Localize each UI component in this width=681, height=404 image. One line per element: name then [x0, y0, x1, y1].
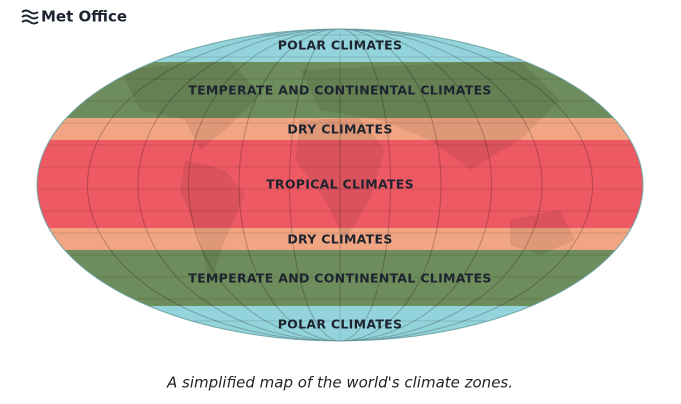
logo-text: Met Office	[41, 8, 127, 26]
meridian	[137, 29, 543, 341]
meridian	[289, 29, 391, 341]
meridian	[238, 29, 442, 341]
meridian	[87, 29, 593, 341]
zone-label: DRY CLIMATES	[287, 232, 392, 247]
logo-icon	[21, 9, 39, 25]
land	[120, 60, 575, 285]
south-america	[180, 160, 245, 285]
zone-band	[37, 62, 643, 118]
australia	[510, 210, 575, 255]
meridian	[188, 29, 492, 341]
zone-labels: POLAR CLIMATES TEMPERATE AND CONTINENTAL …	[188, 38, 491, 332]
meridian	[238, 29, 442, 341]
north-america	[120, 60, 260, 150]
zone-label: DRY CLIMATES	[287, 122, 392, 137]
africa	[295, 118, 385, 240]
eurasia	[300, 60, 560, 170]
zone-band	[37, 118, 643, 140]
zone-label: POLAR CLIMATES	[278, 38, 403, 53]
caption: A simplified map of the world's climate …	[166, 374, 513, 392]
meridian	[339, 29, 341, 341]
globe-outline	[36, 28, 644, 342]
meridian	[188, 29, 492, 341]
meridian	[137, 29, 543, 341]
zone-band	[37, 140, 643, 228]
zone-label: POLAR CLIMATES	[278, 317, 403, 332]
zone-label: TEMPERATE AND CONTINENTAL CLIMATES	[188, 271, 491, 286]
zone-label: TROPICAL CLIMATES	[266, 177, 414, 192]
meridian	[87, 29, 593, 341]
zone-label: TEMPERATE AND CONTINENTAL CLIMATES	[188, 83, 491, 98]
zone-band	[37, 228, 643, 250]
meridian	[289, 29, 391, 341]
zone-band	[37, 250, 643, 306]
logo: Met Office	[21, 8, 127, 26]
